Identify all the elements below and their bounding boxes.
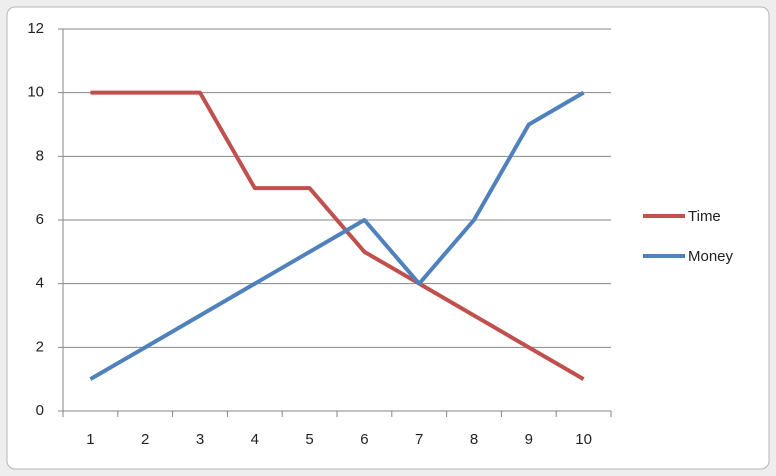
y-tick-label: 8	[36, 147, 44, 164]
y-tick-label: 2	[36, 338, 44, 355]
x-tick-label: 4	[251, 431, 259, 448]
x-tick-label: 7	[415, 431, 423, 448]
y-tick-label: 4	[36, 275, 44, 292]
x-tick-label: 1	[86, 431, 94, 448]
chart-area	[6, 6, 770, 470]
y-tick-label: 0	[36, 402, 44, 419]
legend-label: Money	[688, 248, 734, 265]
x-tick-label: 2	[141, 431, 149, 448]
y-tick-label: 6	[36, 211, 44, 228]
x-tick-label: 10	[575, 431, 592, 448]
x-tick-label: 6	[360, 431, 368, 448]
legend-label: Time	[688, 208, 721, 225]
y-tick-label: 12	[27, 20, 44, 37]
y-tick-label: 10	[27, 84, 44, 101]
data-line	[89, 90, 585, 381]
x-tick-label: 3	[196, 431, 204, 448]
data-line	[90, 90, 585, 381]
x-tick-label: 9	[525, 431, 533, 448]
x-tick-label: 8	[470, 431, 478, 448]
x-tick-label: 5	[305, 431, 313, 448]
